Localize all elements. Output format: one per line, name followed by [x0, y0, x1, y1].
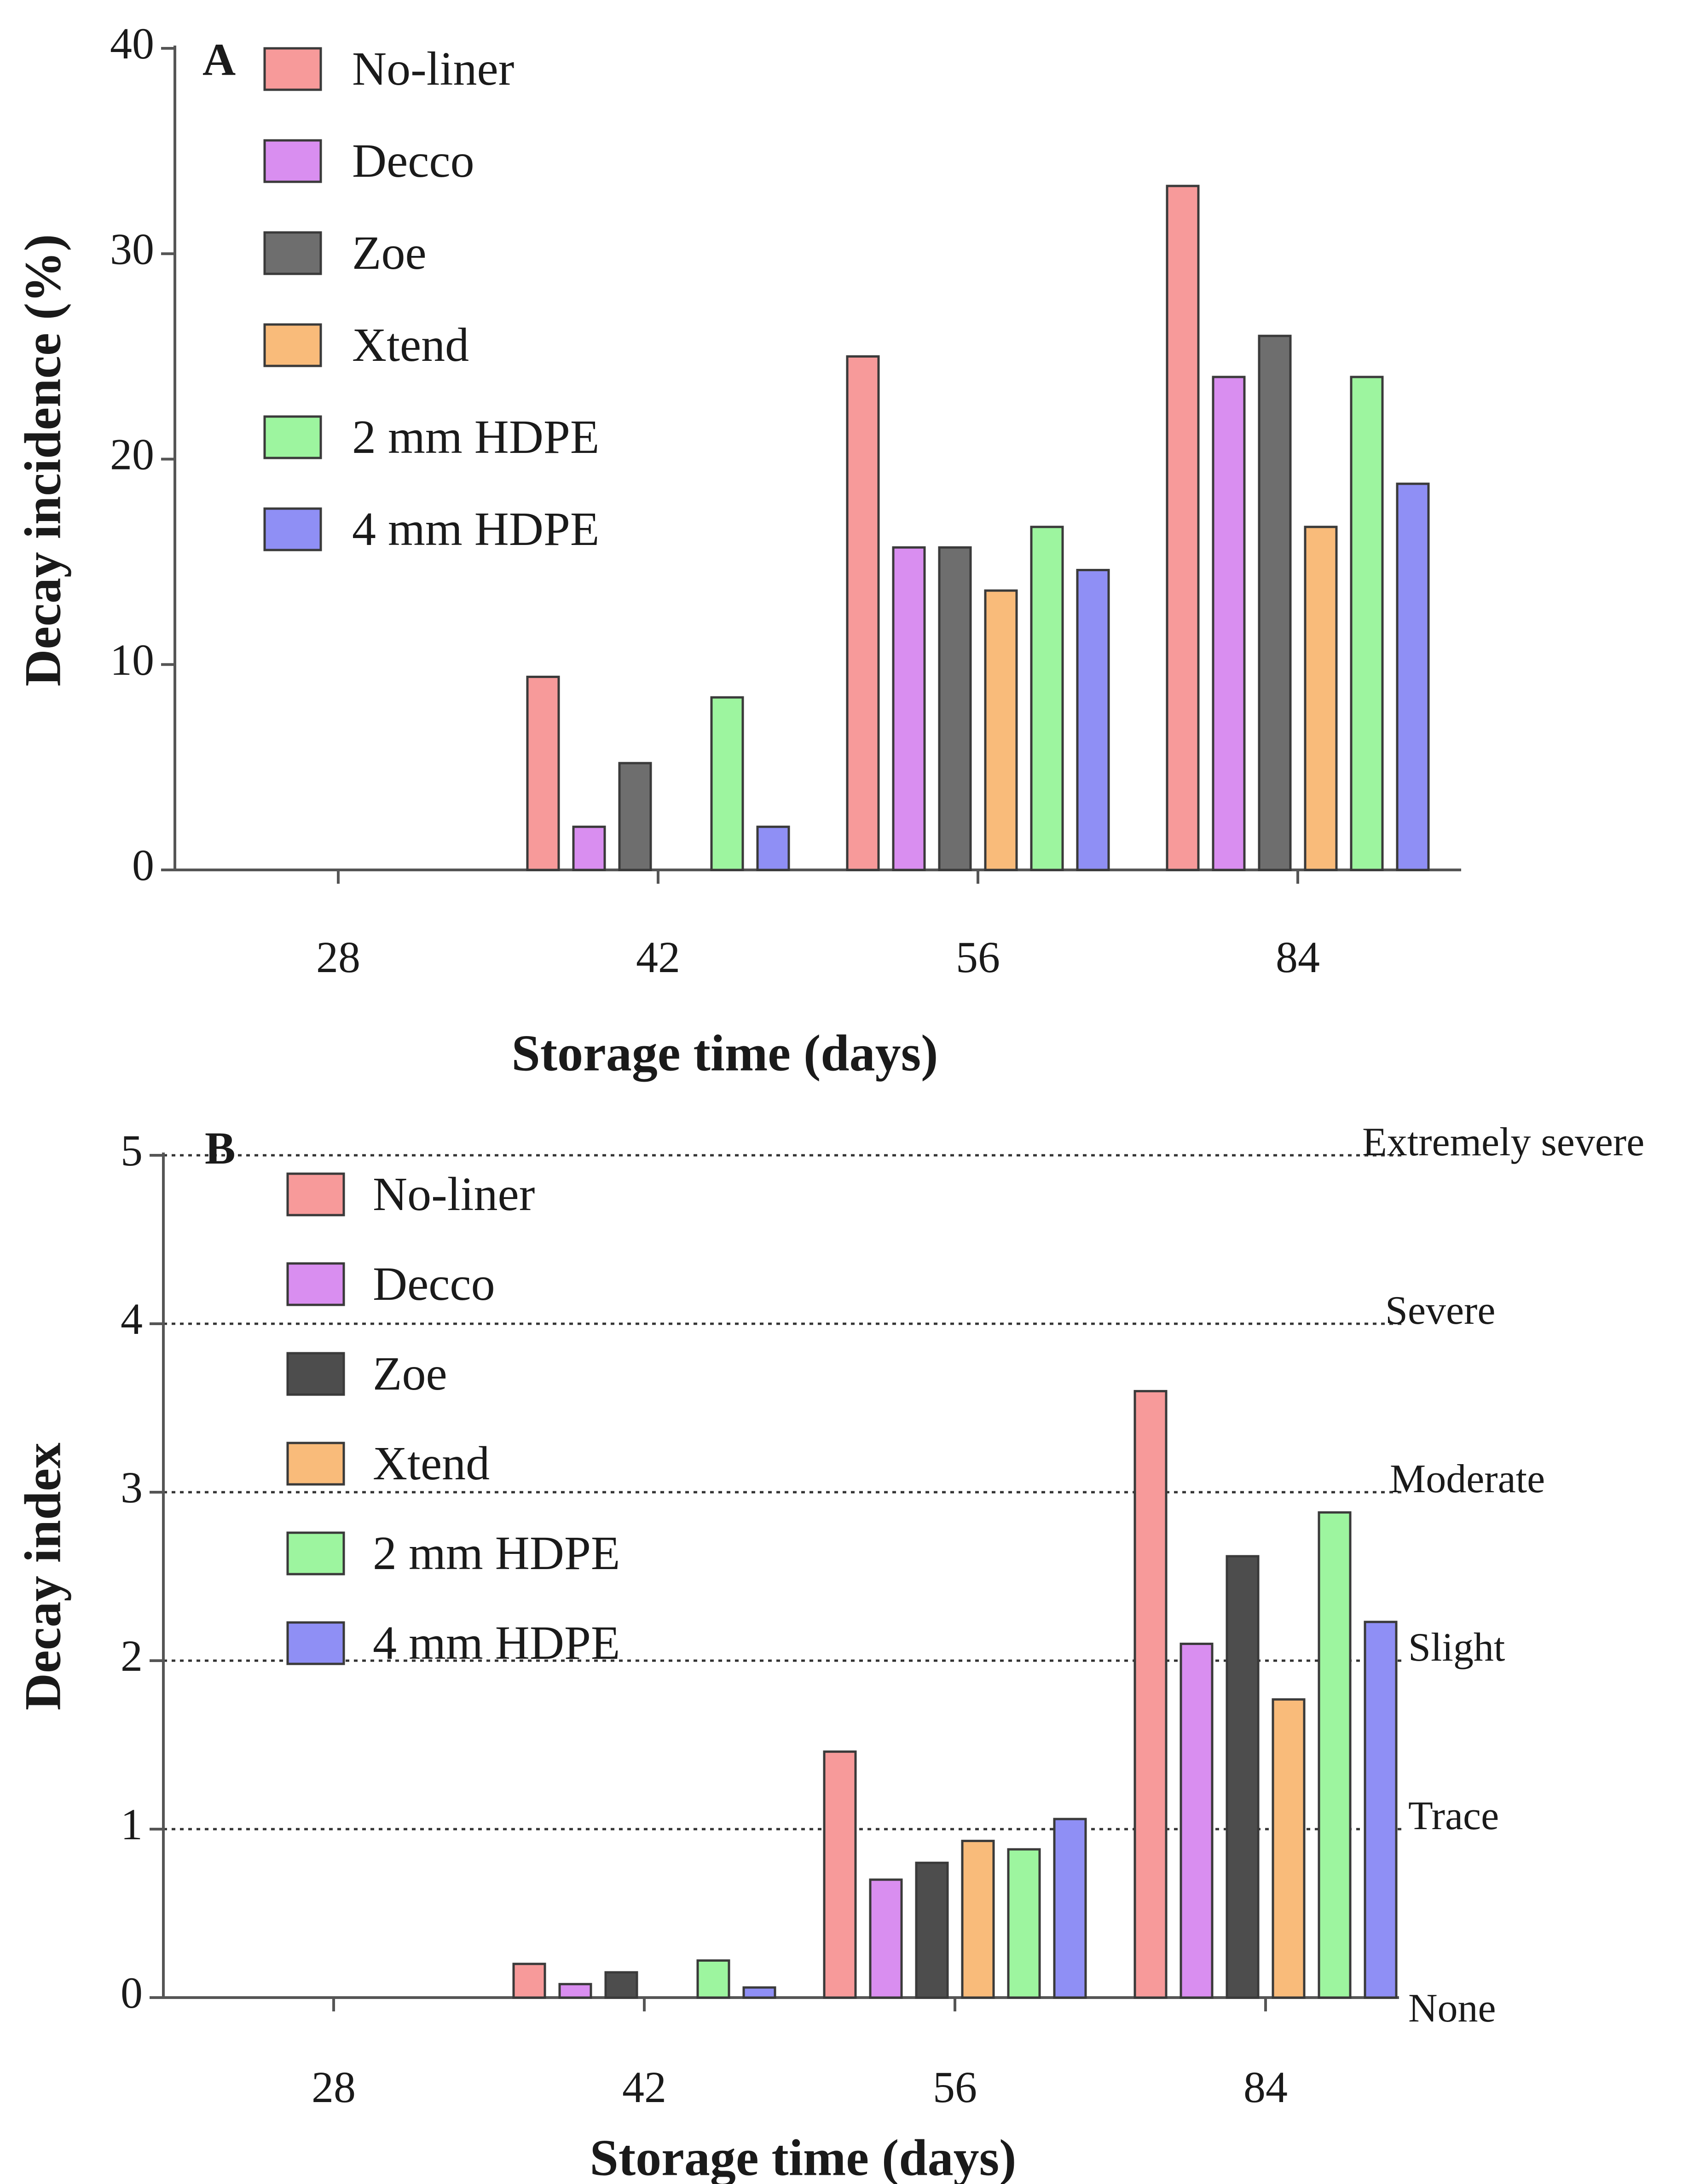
panel-a-legend-label: No-liner — [352, 42, 514, 95]
panel-a-bar-xtend-84 — [1304, 526, 1338, 871]
panel-a-y-tick-label: 40 — [110, 19, 154, 68]
panel-b-bar-4-mm-hdpe-84 — [1364, 1621, 1398, 1999]
panel-a-legend-label: 2 mm HDPE — [352, 411, 599, 463]
panel-b-bar-decco-56 — [869, 1878, 903, 1999]
panel-a-legend-swatch — [263, 507, 322, 551]
panel-b-bar-2-mm-hdpe-84 — [1318, 1511, 1352, 1999]
panel-a-x-tick-label: 56 — [956, 933, 1000, 982]
panel-a-legend-label: 4 mm HDPE — [352, 503, 599, 556]
panel-b-bar-zoe-42 — [604, 1971, 638, 1999]
panel-b-x-tick-label: 42 — [622, 2062, 666, 2112]
panel-b-legend-swatch — [286, 1442, 345, 1486]
panel-a-y-tick-label: 10 — [110, 635, 154, 684]
panel-b-legend-label: 2 mm HDPE — [373, 1527, 620, 1580]
panel-a-bar-zoe-56 — [938, 546, 972, 871]
panel-b-panel-label: B — [205, 1123, 236, 1174]
panel-b-legend-swatch — [286, 1531, 345, 1576]
panel-b-bar-4-mm-hdpe-42 — [742, 1986, 776, 1999]
panel-b-legend-label: 4 mm HDPE — [373, 1616, 620, 1669]
panel-b-y-tick-label: 1 — [121, 1800, 143, 1849]
panel-b-ref-label-2: Slight — [1408, 1625, 1505, 1670]
panel-a-bar-2-mm-hdpe-84 — [1350, 376, 1384, 871]
panel-b-bar-zoe-56 — [915, 1861, 949, 1999]
panel-b-y-tick-label: 5 — [121, 1126, 143, 1175]
panel-b-x-axis-title: Storage time (days) — [590, 2130, 1017, 2184]
panel-a-legend-swatch — [263, 323, 322, 367]
panel-b: None Trace Slight Moderate Severe Extremely s… — [15, 1120, 1645, 2184]
panel-a-y-tick-label: 30 — [110, 224, 154, 273]
panel-b-bar-no-liner-56 — [823, 1750, 857, 1999]
panel-a-bar-4-mm-hdpe-84 — [1396, 482, 1430, 871]
panel-a-legend-swatch — [263, 47, 322, 91]
panel-b-legend-swatch — [286, 1621, 345, 1665]
panel-b-bar-4-mm-hdpe-56 — [1053, 1818, 1087, 1999]
panel-a-bar-xtend-56 — [984, 589, 1018, 871]
panel-b-legend-swatch — [286, 1352, 345, 1396]
panel-a-legend-label: Decco — [352, 134, 474, 187]
panel-a: 0 10 20 30 40 28 42 56 84 Storage time (days) Deca… — [15, 19, 1461, 1082]
panel-a-bar-decco-42 — [572, 825, 606, 871]
panel-b-legend-label: Decco — [373, 1257, 495, 1310]
panel-b-x-tick-label: 56 — [933, 2062, 977, 2112]
panel-a-legend-swatch — [263, 231, 322, 275]
panel-a-legend-swatch — [263, 415, 322, 459]
panel-a-bar-2-mm-hdpe-42 — [710, 696, 744, 871]
panel-b-bar-decco-84 — [1180, 1642, 1214, 1999]
panel-b-ref-label-3: Moderate — [1390, 1457, 1545, 1501]
panel-a-bar-no-liner-42 — [526, 676, 560, 871]
panel-a-x-tick-label: 84 — [1276, 933, 1320, 982]
panel-b-y-tick-label: 3 — [121, 1463, 143, 1512]
panel-a-bar-decco-84 — [1212, 376, 1246, 871]
panel-a-bar-zoe-42 — [618, 762, 652, 871]
panel-b-bar-decco-42 — [558, 1983, 592, 1999]
panel-b-x-tick-label: 84 — [1243, 2062, 1288, 2112]
panel-a-y-tick-label: 0 — [132, 840, 154, 890]
panel-b-legend-label: Xtend — [373, 1437, 490, 1490]
panel-a-x-axis-title: Storage time (days) — [512, 1025, 938, 1082]
panel-a-x-tick-label: 42 — [636, 933, 680, 982]
panel-b-y-tick-label: 2 — [121, 1631, 143, 1680]
panel-a-bar-decco-56 — [892, 546, 926, 871]
panel-b-y-axis-title: Decay index — [15, 1442, 72, 1710]
panel-b-legend-swatch — [286, 1262, 345, 1306]
panel-b-bar-xtend-56 — [961, 1840, 995, 1999]
panel-a-legend-label: Xtend — [352, 319, 469, 371]
panel-a-y-axis-title: Decay incidence (%) — [15, 234, 72, 687]
panel-a-bar-zoe-84 — [1258, 335, 1292, 871]
panel-a-x-tick-label: 28 — [316, 933, 360, 982]
panel-a-panel-label: A — [202, 34, 236, 85]
panel-a-bar-4-mm-hdpe-56 — [1076, 568, 1110, 871]
panel-b-ref-label-0: None — [1408, 1986, 1496, 2031]
panel-a-bar-2-mm-hdpe-56 — [1030, 526, 1064, 871]
panel-b-legend-swatch — [286, 1172, 345, 1217]
panel-a-bar-no-liner-84 — [1166, 185, 1200, 871]
panel-a-y-tick-label: 20 — [110, 430, 154, 479]
panel-b-y-tick-label: 4 — [121, 1294, 143, 1344]
panel-b-legend-label: Zoe — [373, 1347, 447, 1400]
panel-a-bar-4-mm-hdpe-42 — [756, 825, 790, 871]
panel-b-x-tick-label: 28 — [312, 2062, 356, 2112]
panel-a-legend-label: Zoe — [352, 226, 427, 279]
panel-b-y-tick-label: 0 — [121, 1968, 143, 2017]
panel-b-bar-no-liner-42 — [512, 1963, 546, 1999]
panel-b-bar-2-mm-hdpe-42 — [696, 1959, 730, 1999]
panel-a-legend-swatch — [263, 139, 322, 183]
panel-b-bar-zoe-84 — [1226, 1555, 1260, 1999]
panel-b-ref-label-1: Trace — [1408, 1794, 1499, 1838]
panel-b-bar-no-liner-84 — [1133, 1390, 1168, 1999]
panel-b-bar-xtend-84 — [1272, 1698, 1306, 1999]
panel-b-ref-label-5: Extremely severe — [1362, 1120, 1644, 1164]
panel-b-legend-label: No-liner — [373, 1168, 535, 1221]
panel-b-bar-2-mm-hdpe-56 — [1007, 1848, 1041, 1999]
panel-b-ref-label-4: Severe — [1385, 1288, 1495, 1333]
panel-a-bar-no-liner-56 — [846, 355, 880, 871]
